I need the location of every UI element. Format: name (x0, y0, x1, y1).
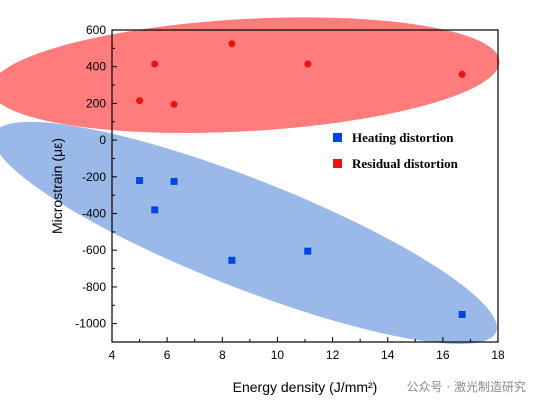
x-tick-label: 8 (219, 348, 226, 362)
residual-distortion-point (171, 101, 178, 108)
y-tick-label: -600 (82, 243, 106, 257)
y-axis-title: Microstrain (με) (49, 138, 65, 234)
x-tick-label: 10 (271, 348, 285, 362)
watermark-text: 公众号 · 激光制造研究 (407, 379, 526, 394)
x-tick-label: 18 (491, 348, 505, 362)
x-tick-label: 12 (326, 348, 340, 362)
residual-distortion-point (136, 97, 143, 104)
legend: Heating distortion Residual distortion (333, 130, 459, 171)
legend-heating-swatch (333, 133, 342, 142)
y-tick-label: -1000 (75, 317, 106, 331)
residual-distortion-point (151, 60, 158, 67)
x-tick-label: 4 (109, 348, 116, 362)
y-tick-label: 400 (86, 60, 106, 74)
x-tick-label: 14 (381, 348, 395, 362)
heating-distortion-point (459, 311, 466, 318)
legend-residual-swatch (333, 159, 342, 168)
heating-distortion-point (228, 257, 235, 264)
y-tick-label: 600 (86, 23, 106, 37)
x-tick-label: 6 (164, 348, 171, 362)
legend-residual-label: Residual distortion (352, 156, 459, 171)
y-tick-label: -800 (82, 280, 106, 294)
x-tick-label: 16 (436, 348, 450, 362)
heating-distortion-point (151, 206, 158, 213)
residual-distortion-point (228, 40, 235, 47)
y-tick-label: 200 (86, 96, 106, 110)
heating-distortion-point (304, 248, 311, 255)
residual-distortion-point (459, 71, 466, 78)
heating-distortion-point (136, 177, 143, 184)
heating-distortion-point (171, 178, 178, 185)
y-tick-label: 0 (99, 133, 106, 147)
residual-distortion-point (304, 60, 311, 67)
residual-distortion-ellipse (0, 5, 503, 145)
legend-heating-label: Heating distortion (352, 130, 454, 145)
y-tick-label: -400 (82, 207, 106, 221)
y-tick-label: -200 (82, 170, 106, 184)
x-axis-title: Energy density (J/mm²) (233, 379, 378, 395)
